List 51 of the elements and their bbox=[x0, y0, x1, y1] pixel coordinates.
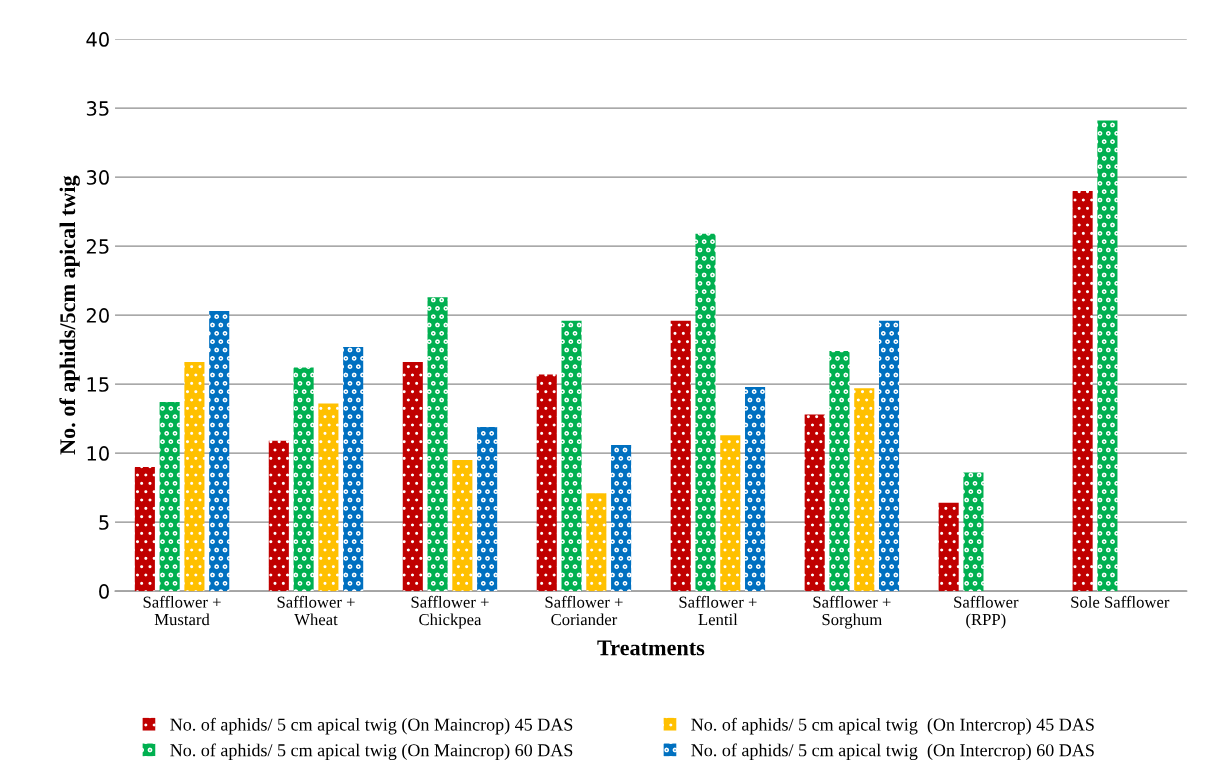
x-tick-label: Safflower (RPP) bbox=[954, 595, 1019, 629]
x-tick-label: Safflower + Wheat bbox=[277, 595, 355, 626]
bar bbox=[1072, 190, 1093, 592]
y-tick-label: 25 bbox=[86, 239, 109, 254]
bar bbox=[134, 466, 155, 592]
x-tick-label: Sole Safflower bbox=[1071, 595, 1170, 608]
x-axis-title: Treatments bbox=[597, 640, 705, 656]
bar bbox=[209, 311, 230, 592]
bar bbox=[452, 460, 473, 592]
bar bbox=[159, 402, 180, 592]
bar bbox=[804, 414, 825, 592]
bar bbox=[343, 346, 364, 592]
x-tick-label: Safflower + Lentil bbox=[679, 595, 757, 626]
bar bbox=[720, 435, 741, 592]
y-axis-title: No. of aphids/5cm apical twig bbox=[59, 175, 80, 455]
x-tick-label: Safflower + Coriander bbox=[545, 595, 623, 626]
bar bbox=[561, 320, 582, 592]
bar bbox=[695, 233, 716, 592]
bar bbox=[318, 403, 339, 592]
x-tick-label: Safflower + Sorghum bbox=[813, 595, 891, 629]
y-tick-label: 10 bbox=[87, 446, 109, 461]
legend-label: No. of aphids/ 5 cm apical twig (On Intercrop) 60 DAS bbox=[691, 743, 1094, 761]
bar bbox=[293, 367, 314, 592]
bar bbox=[268, 440, 289, 592]
y-tick-label: 30 bbox=[86, 170, 109, 185]
bar bbox=[1097, 120, 1118, 592]
bar bbox=[878, 320, 900, 592]
y-tick-label: 5 bbox=[99, 515, 109, 530]
bar bbox=[536, 374, 557, 592]
bar bbox=[745, 386, 766, 592]
bar bbox=[427, 297, 448, 592]
y-tick-label: 20 bbox=[86, 308, 109, 323]
y-tick-label: 0 bbox=[99, 584, 109, 599]
bar bbox=[586, 493, 607, 592]
bar bbox=[670, 320, 691, 592]
bar bbox=[402, 362, 423, 592]
bar bbox=[938, 502, 959, 592]
bar bbox=[184, 362, 205, 592]
x-tick-label: Safflower + Chickpea bbox=[411, 595, 489, 629]
bar bbox=[829, 351, 850, 592]
legend-label: No. of aphids/ 5 cm apical twig (On Maincrop) 60 DAS bbox=[170, 743, 573, 761]
legend-label: No. of aphids/ 5 cm apical twig (On Maincrop) 45 DAS bbox=[170, 717, 573, 735]
bar bbox=[963, 472, 984, 592]
y-tick-label: 40 bbox=[86, 32, 109, 47]
y-tick-label: 15 bbox=[87, 377, 109, 392]
y-tick-label: 35 bbox=[86, 101, 109, 116]
x-tick-label: Safflower + Mustard bbox=[143, 595, 221, 626]
legend-label: No. of aphids/ 5 cm apical twig (On Intercrop) 45 DAS bbox=[691, 717, 1094, 735]
bar bbox=[477, 426, 498, 592]
bar bbox=[611, 444, 632, 592]
bar bbox=[854, 388, 875, 592]
